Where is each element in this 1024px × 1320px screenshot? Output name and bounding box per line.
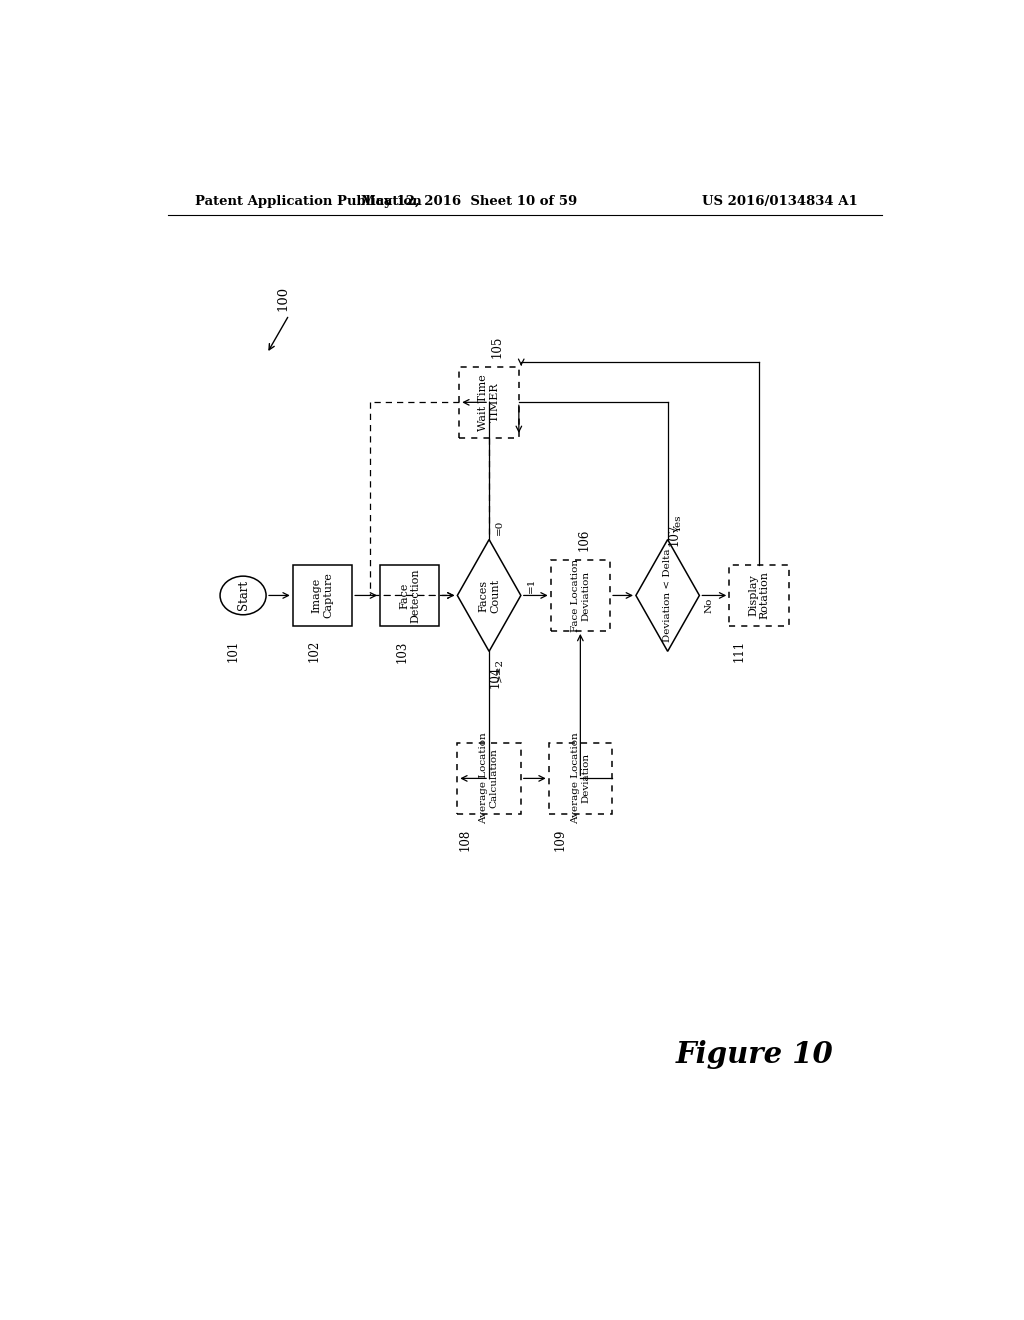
Text: Start: Start: [237, 581, 250, 610]
Text: Display
Rotation: Display Rotation: [749, 572, 770, 619]
Text: 105: 105: [490, 335, 504, 358]
Text: Yes: Yes: [674, 516, 683, 533]
Text: Average Location
Deviation: Average Location Deviation: [570, 733, 590, 824]
Text: =1: =1: [526, 578, 536, 593]
Bar: [293, 565, 352, 626]
Text: May 12, 2016  Sheet 10 of 59: May 12, 2016 Sheet 10 of 59: [361, 194, 578, 207]
Text: No: No: [705, 598, 714, 614]
Bar: [551, 560, 610, 631]
Text: >=2: >=2: [495, 657, 504, 681]
Text: Figure 10: Figure 10: [676, 1040, 834, 1069]
Bar: [458, 743, 521, 814]
Text: Average Location
Calculation: Average Location Calculation: [479, 733, 499, 824]
Bar: [729, 565, 788, 626]
Text: Faces
Count: Faces Count: [478, 578, 500, 612]
Text: US 2016/0134834 A1: US 2016/0134834 A1: [702, 194, 858, 207]
Text: Deviation < Delta: Deviation < Delta: [664, 549, 672, 643]
Text: Wait Time
TIMER: Wait Time TIMER: [478, 374, 500, 430]
Bar: [460, 367, 519, 438]
Text: 111: 111: [732, 640, 745, 663]
Text: Image
Capture: Image Capture: [311, 573, 333, 618]
Text: Face Location
Deviation: Face Location Deviation: [570, 558, 590, 632]
Text: 101: 101: [227, 640, 240, 663]
Bar: [380, 565, 439, 626]
Bar: [549, 743, 612, 814]
Text: 104: 104: [488, 665, 502, 688]
Text: 102: 102: [308, 640, 321, 663]
Text: 106: 106: [578, 528, 591, 550]
Text: 107: 107: [668, 523, 681, 545]
Text: Face
Detection: Face Detection: [399, 568, 421, 623]
Text: 103: 103: [395, 640, 409, 663]
Text: =0: =0: [495, 520, 504, 535]
Text: 108: 108: [459, 828, 472, 850]
Text: 100: 100: [276, 285, 289, 312]
Text: Patent Application Publication: Patent Application Publication: [196, 194, 422, 207]
Text: 109: 109: [554, 828, 567, 850]
